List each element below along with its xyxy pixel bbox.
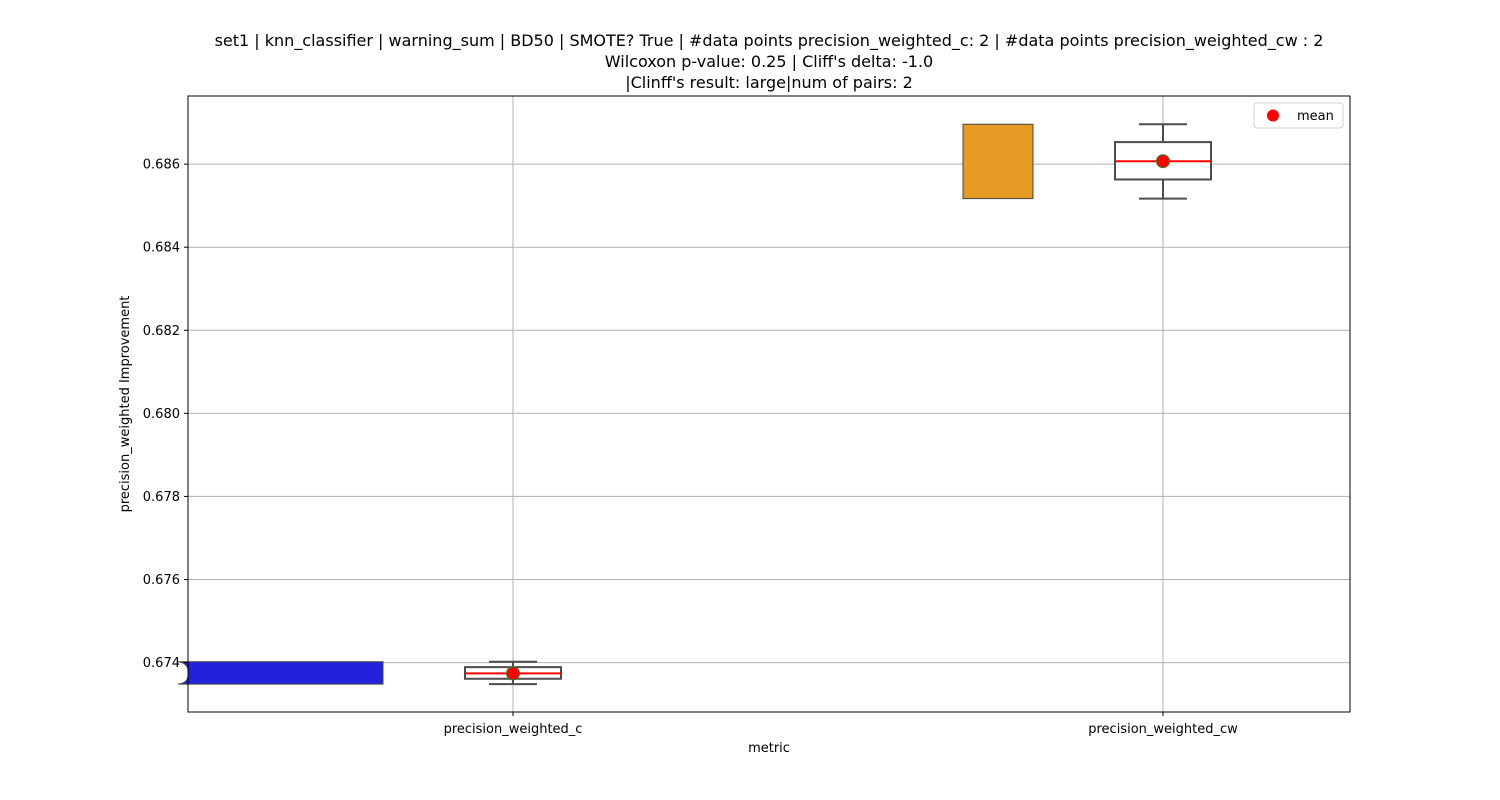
legend-label-mean: mean	[1297, 109, 1334, 124]
violin-precision_weighted_c	[177, 661, 384, 685]
y-tick-label: 0.686	[143, 158, 180, 173]
plot-frame	[187, 95, 1351, 713]
mean-marker	[506, 666, 520, 681]
legend-box	[1253, 102, 1344, 129]
x-axis-label: metric	[748, 741, 790, 756]
y-tick-label: 0.676	[143, 573, 180, 588]
legend-marker-mean	[1267, 109, 1279, 122]
x-tick-label: precision_weighted_cw	[1088, 722, 1238, 737]
y-axis-label: precision_weighted Improvement	[118, 296, 133, 513]
chart-title: set1 | knn_classifier | warning_sum | BD…	[215, 31, 1324, 92]
mean-marker	[1156, 154, 1170, 169]
violin-precision_weighted_cw	[962, 123, 1034, 200]
y-tick-label: 0.680	[143, 407, 180, 422]
y-tick-label: 0.684	[143, 241, 180, 256]
chart-title-line-1: set1 | knn_classifier | warning_sum | BD…	[215, 31, 1324, 51]
x-tick-label: precision_weighted_c	[444, 722, 583, 737]
y-tick-label: 0.682	[143, 324, 180, 339]
y-tick-label: 0.674	[143, 656, 180, 671]
chart-title-line-2: Wilcoxon p-value: 0.25 | Cliff's delta: …	[605, 52, 933, 71]
chart-title-line-3: |Clinff's result: large|num of pairs: 2	[625, 73, 913, 92]
y-tick-label: 0.678	[143, 490, 180, 505]
